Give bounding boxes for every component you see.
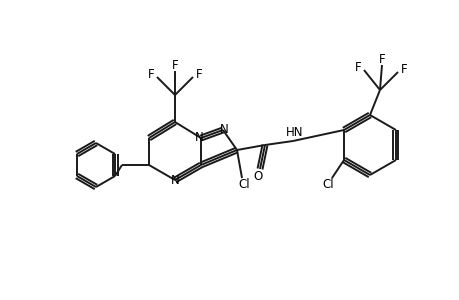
Text: N: N <box>170 175 179 188</box>
Text: F: F <box>171 58 178 71</box>
Text: F: F <box>400 62 406 76</box>
Text: Cl: Cl <box>321 178 333 191</box>
Text: O: O <box>253 169 262 182</box>
Text: F: F <box>354 61 360 74</box>
Text: F: F <box>195 68 202 80</box>
Text: F: F <box>378 52 385 65</box>
Text: N: N <box>194 130 203 143</box>
Text: HN: HN <box>285 125 303 139</box>
Text: F: F <box>147 68 154 80</box>
Text: N: N <box>219 122 228 136</box>
Text: Cl: Cl <box>238 178 249 191</box>
